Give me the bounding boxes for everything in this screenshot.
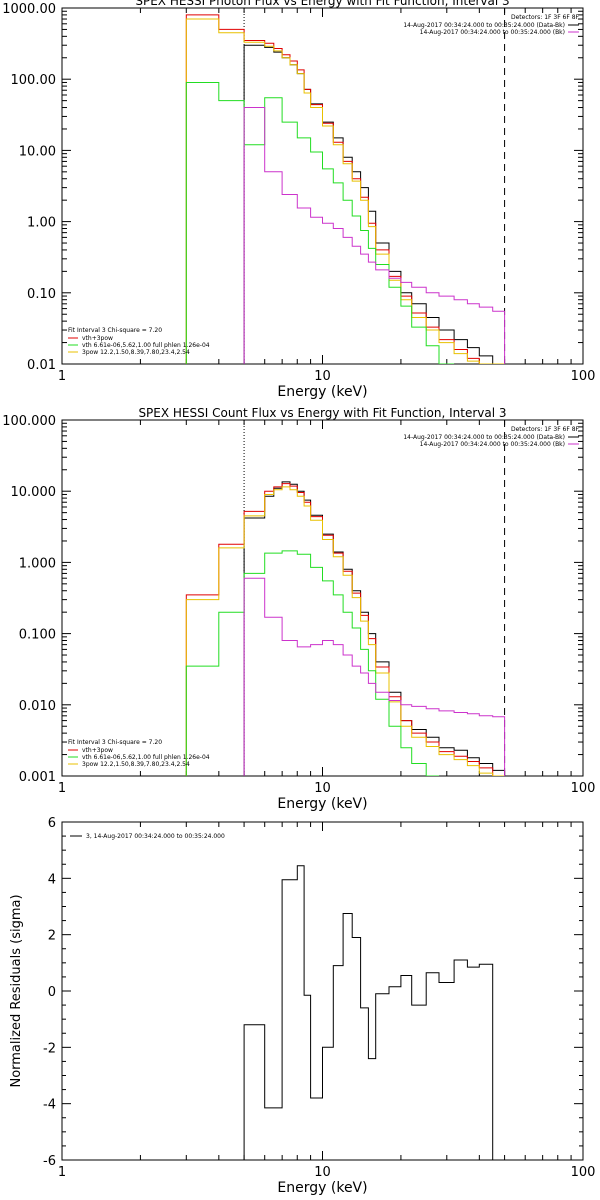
x-axis-label: Energy (keV) (277, 384, 367, 400)
series-green-step-line (185, 82, 455, 364)
y-tick-label: 0.001 (19, 770, 56, 785)
x-tick-label: 100 (571, 1165, 596, 1180)
x-tick-label: 1 (58, 369, 66, 384)
y-tick-label: 4 (48, 872, 56, 887)
x-tick-label: 10 (314, 781, 331, 796)
plot-data (185, 8, 506, 364)
legend-entry-text: 14-Aug-2017 00:34:24.000 to 00:35:24.000… (420, 29, 565, 36)
series-magenta-step-line (243, 107, 506, 364)
x-axis-label: Energy (keV) (277, 796, 367, 812)
y-tick-label: 10.000 (11, 485, 57, 500)
series-black-step-line (243, 481, 506, 776)
y-tick-label: 6 (48, 816, 56, 831)
series-red-step-line (185, 14, 505, 364)
legend-entry-text: 3, 14-Aug-2017 00:34:24.000 to 00:35:24.… (86, 833, 225, 840)
x-axis-label: Energy (keV) (277, 1180, 367, 1196)
legend-entry-text: vth 6.61e-06,5.62,1.00 full phlen 1.26e-… (82, 342, 210, 349)
y-tick-label: 1000.00 (2, 2, 56, 17)
plot-frame (61, 821, 584, 1161)
legend-entry-text: 14-Aug-2017 00:34:24.000 to 00:35:24.000… (403, 434, 565, 441)
legend-entry-text: vth 6.61e-06,5.62,1.00 full phlen 1.26e-… (82, 754, 210, 761)
chart-title: SPEX HESSI Photon Flux vs Energy with Fi… (135, 0, 509, 8)
y-tick-label: 0.010 (19, 699, 56, 714)
y-axis-label: Normalized Residuals (sigma) (9, 894, 24, 1087)
series-black-step-line (243, 44, 505, 364)
legend-header: Detectors: 1F 3F 6F 8F (511, 14, 580, 21)
x-tick-label: 1 (58, 781, 66, 796)
series-green-step-line (185, 550, 439, 776)
y-tick-label: -6 (43, 1154, 56, 1169)
legend-entry-text: vth+3pow (82, 747, 113, 754)
y-tick-label: 1.00 (27, 216, 56, 231)
legend-entry-text: 3pow 12.2,1.50,8.39,7.80,23.4,2.54 (82, 349, 190, 356)
y-tick-label: 100.00 (11, 73, 57, 88)
legend-entry-text: 3pow 12.2,1.50,8.39,7.80,23.4,2.54 (82, 761, 190, 768)
series-yellow-step-line (185, 18, 505, 364)
legend-header: Detectors: 1F 3F 6F 8F (511, 426, 580, 433)
legend-entry-text: vth+3pow (82, 335, 113, 342)
y-tick-label: -2 (43, 1041, 56, 1056)
count-flux-chart: 1 10 100 0.001 0.010 0.100 1.000 10.000 100.000 S… (2, 406, 595, 812)
y-tick-label: -4 (43, 1098, 56, 1113)
plot-data (243, 865, 494, 1160)
x-tick-label: 10 (314, 1165, 331, 1180)
photon-flux-chart: 1 10 100 0.01 0.10 1.00 10.00 100.00 1000.00 SPEX… (2, 0, 595, 400)
plot-data (185, 420, 506, 776)
y-tick-label: 1.000 (19, 556, 56, 571)
legend-entry-text: 14-Aug-2017 00:34:24.000 to 00:35:24.000… (403, 22, 565, 29)
legend-header: Fit Interval 3 Chi-square = 7.20 (68, 739, 162, 746)
y-tick-label: 10.00 (19, 144, 56, 159)
y-tick-label: 2 (48, 929, 56, 944)
series-magenta-step-line (243, 577, 506, 776)
residuals-chart: 1 10 100 -6 -4 -2 0 2 4 6 Energy (keV) Normalized R… (9, 816, 595, 1196)
legend-entry-text: 14-Aug-2017 00:34:24.000 to 00:35:24.000… (420, 441, 565, 448)
x-tick-label: 10 (314, 369, 331, 384)
y-tick-label: 0.01 (27, 358, 56, 373)
x-tick-label: 100 (571, 369, 596, 384)
y-tick-label: 0.100 (19, 628, 56, 643)
series-yellow-step-line (185, 486, 505, 776)
legend-header: Fit Interval 3 Chi-square = 7.20 (68, 327, 162, 334)
y-tick-label: 0.10 (27, 287, 56, 302)
chart-title: SPEX HESSI Count Flux vs Energy with Fit… (138, 406, 506, 420)
y-tick-label: 100.000 (2, 414, 56, 429)
x-tick-label: 1 (58, 1165, 66, 1180)
y-tick-label: 0 (48, 985, 56, 1000)
series-red-step-line (185, 483, 505, 776)
x-tick-label: 100 (571, 781, 596, 796)
series-black-step-line (243, 865, 494, 1160)
